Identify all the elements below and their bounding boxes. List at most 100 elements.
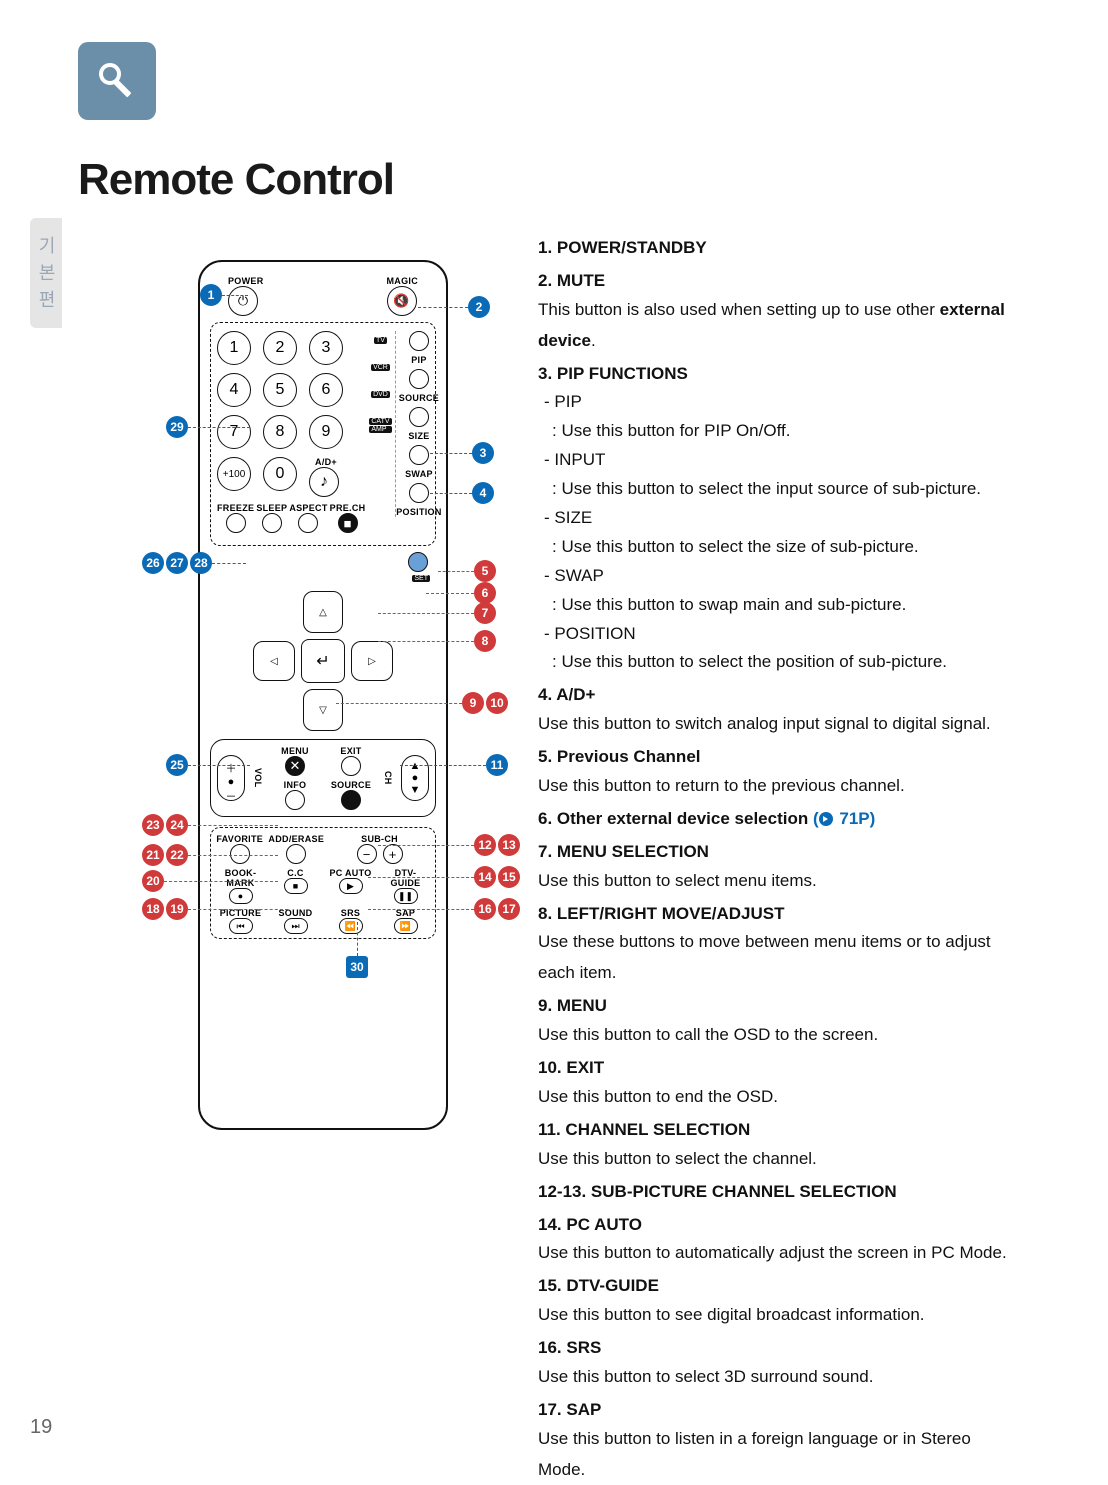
picture-button[interactable]: ⏮ [229,918,253,934]
ad-label: A/D+ [309,457,343,467]
key-9[interactable]: 9 [309,415,343,449]
desc-line: Use this button to end the OSD. [538,1083,1038,1112]
key-8[interactable]: 8 [263,415,297,449]
desc-line: 8. LEFT/RIGHT MOVE/ADJUST [538,900,1038,929]
info-button[interactable] [285,790,305,810]
subch-down[interactable]: − [357,844,377,864]
desc-line: - PIP [538,388,1038,417]
adderase-button[interactable] [286,844,306,864]
desc-line: Use this button to switch analog input s… [538,710,1038,739]
key-tab-icon [78,42,156,120]
desc-line: 7. MENU SELECTION [538,838,1038,867]
callout-badge-30: 30 [346,956,368,978]
pip-source-button[interactable] [409,369,429,389]
key-5[interactable]: 5 [263,373,297,407]
mute-button[interactable]: 🔇 [387,286,417,316]
prech-button[interactable]: ■ [338,513,358,533]
key-0[interactable]: 0 [263,457,297,491]
key-4[interactable]: 4 [217,373,251,407]
desc-line: 17. SAP [538,1396,1038,1425]
pcauto-label: PC AUTO [325,868,376,878]
magic-label: MAGIC [387,276,419,286]
pip-size-button[interactable] [409,407,429,427]
pip-source-label: SOURCE [399,393,439,403]
exit-button[interactable] [341,756,361,776]
callout-badge-2: 2 [468,296,490,318]
desc-line: Use this button to listen in a foreign l… [538,1425,1038,1454]
dpad-left[interactable]: ◁ [253,641,295,681]
menu-label: MENU [271,746,319,756]
prech-label: PRE.CH [330,503,366,513]
pip-position-label: POSITION [396,507,441,517]
callout-badge-15: 15 [498,866,520,888]
dpad-right[interactable]: ▷ [351,641,393,681]
pip-swap-button[interactable] [409,445,429,465]
callout-badge-26: 26 [142,552,164,574]
dpad: △ ▽ ◁ ▷ ↵ [253,591,393,731]
info-label: INFO [271,780,319,790]
callout-badge-7: 7 [474,602,496,624]
remote-column: POWER ⏻ MAGIC 🔇 1 2 3 4 [78,230,498,1409]
menu-button[interactable]: ✕ [285,756,305,776]
desc-line: each item. [538,959,1038,988]
pip-position-button[interactable] [409,483,429,503]
power-label: POWER [228,276,264,286]
content-row: POWER ⏻ MAGIC 🔇 1 2 3 4 [78,230,1038,1409]
page-title: Remote Control [78,155,394,205]
ad-button[interactable]: ♪ [309,467,339,497]
power-button[interactable]: ⏻ [228,286,258,316]
catv-tag: CATV [369,418,391,425]
dpad-down[interactable]: ▽ [303,689,343,731]
callout-badge-8: 8 [474,630,496,652]
key-7[interactable]: 7 [217,415,251,449]
ch-label: CH [383,771,393,785]
bookmark-button[interactable]: ● [229,888,253,904]
subch-up[interactable]: + [383,844,403,864]
dpad-enter[interactable]: ↵ [301,639,345,683]
favorite-button[interactable] [230,844,250,864]
callout-badge-16: 16 [474,898,496,920]
desc-line: 14. PC AUTO [538,1211,1038,1240]
aspect-label: ASPECT [289,503,327,513]
cc-button[interactable]: ■ [284,878,308,894]
sap-label: SAP [380,908,431,918]
aspect-button[interactable] [298,513,318,533]
pcauto-button[interactable]: ▶ [339,878,363,894]
callout-badge-6: 6 [474,582,496,604]
callout-badge-22: 22 [166,844,188,866]
sleep-button[interactable] [262,513,282,533]
srs-button[interactable]: ⏪ [339,918,363,934]
bottom-group: FAVORITE ADD/ERASE SUB-CH−+ BOOK-MARK● C… [210,827,436,939]
sleep-label: SLEEP [256,503,287,513]
key-3[interactable]: 3 [309,331,343,365]
dtvguide-button[interactable]: ❚❚ [394,888,418,904]
ch-rocker[interactable]: ▲●▼ [401,755,429,801]
callout-lead-30 [357,922,358,956]
source-button[interactable] [341,790,361,810]
key-2[interactable]: 2 [263,331,297,365]
srs-label: SRS [325,908,376,918]
callout-badge-18: 18 [142,898,164,920]
dpad-up[interactable]: △ [303,591,343,633]
desc-line: 10. EXIT [538,1054,1038,1083]
freeze-button[interactable] [226,513,246,533]
dtvguide-label: DTV-GUIDE [380,868,431,888]
sap-button[interactable]: ⏩ [394,918,418,934]
set-label: SET [412,575,430,582]
pip-button[interactable] [409,331,429,351]
description-column: 1. POWER/STANDBY2. MUTEThis button is al… [498,230,1038,1409]
desc-line: Use this button to select menu items. [538,867,1038,896]
key-1[interactable]: 1 [217,331,251,365]
vol-rocker[interactable]: ＋●－ [217,755,245,801]
key-6[interactable]: 6 [309,373,343,407]
favorite-label: FAVORITE [215,834,264,844]
sound-button[interactable]: ⏭ [284,918,308,934]
desc-line: 4. A/D+ [538,681,1038,710]
remote-body: POWER ⏻ MAGIC 🔇 1 2 3 4 [198,260,448,1130]
bookmark-label: BOOK-MARK [215,868,266,888]
desc-line: 11. CHANNEL SELECTION [538,1116,1038,1145]
desc-line: - POSITION [538,620,1038,649]
freeze-label: FREEZE [217,503,254,513]
key-plus100[interactable]: +100 [217,457,251,491]
set-selector-button[interactable] [408,552,428,572]
